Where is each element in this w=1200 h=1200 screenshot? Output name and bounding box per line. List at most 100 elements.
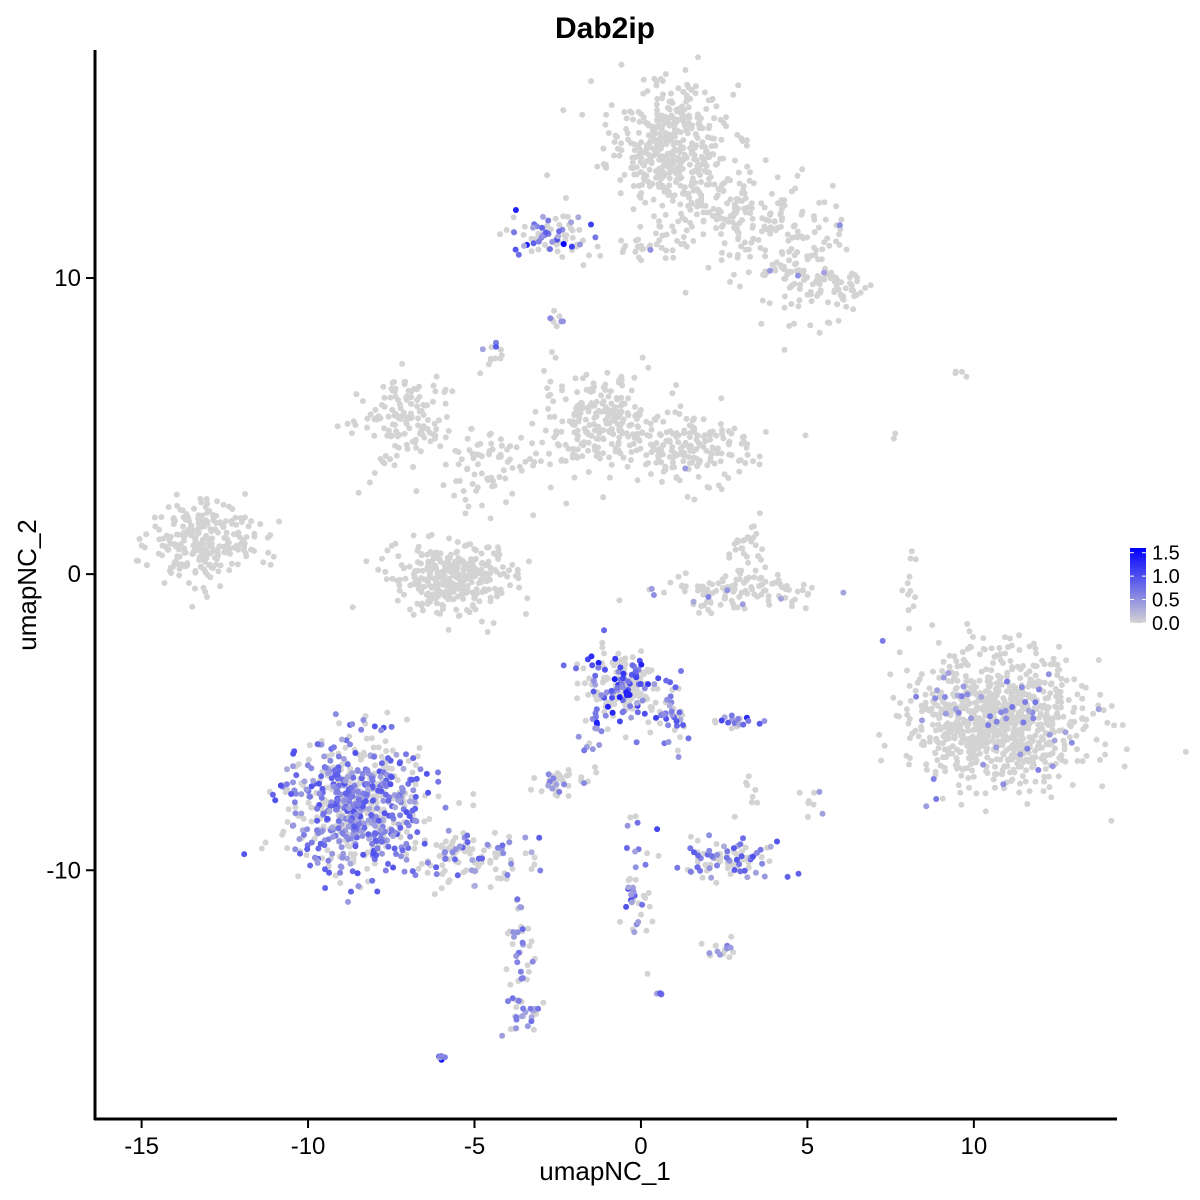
- data-point: [639, 697, 646, 704]
- data-point: [1016, 632, 1023, 639]
- data-point: [733, 856, 740, 863]
- data-point: [515, 997, 522, 1004]
- data-point: [470, 791, 477, 797]
- data-point: [825, 299, 831, 306]
- data-point: [629, 654, 636, 661]
- data-point: [617, 664, 624, 671]
- data-point: [171, 559, 178, 566]
- data-point: [412, 436, 419, 443]
- data-point: [179, 532, 186, 539]
- data-point: [669, 247, 676, 254]
- data-point: [507, 582, 513, 589]
- data-point: [414, 600, 421, 607]
- data-point: [1009, 776, 1016, 783]
- data-point: [393, 452, 400, 459]
- data-point: [365, 831, 372, 838]
- data-point: [389, 387, 396, 394]
- data-point: [1049, 763, 1056, 770]
- data-point: [625, 395, 632, 402]
- data-point: [721, 843, 727, 850]
- data-point: [308, 818, 315, 825]
- data-point: [708, 874, 715, 881]
- data-point: [162, 543, 169, 550]
- data-point: [547, 315, 554, 322]
- data-point: [314, 860, 321, 866]
- data-point: [740, 537, 746, 544]
- data-point: [811, 216, 818, 223]
- data-point: [767, 230, 774, 237]
- data-point: [579, 111, 586, 118]
- data-point: [232, 514, 239, 521]
- data-point: [560, 213, 567, 220]
- data-point: [541, 241, 548, 248]
- data-point: [730, 845, 737, 852]
- data-point: [379, 555, 385, 562]
- data-point: [204, 594, 210, 600]
- data-point: [202, 520, 209, 527]
- data-point: [403, 819, 410, 826]
- data-point: [427, 571, 433, 578]
- data-point: [631, 404, 638, 410]
- data-point: [684, 493, 691, 500]
- data-point: [759, 581, 766, 588]
- data-point: [769, 580, 776, 587]
- data-point: [929, 622, 936, 629]
- data-point: [613, 395, 620, 401]
- data-point: [492, 585, 498, 592]
- data-point: [645, 460, 651, 466]
- data-point: [1041, 778, 1048, 785]
- data-point: [933, 737, 940, 744]
- data-point: [698, 192, 705, 199]
- data-point: [450, 561, 457, 568]
- data-point: [360, 717, 367, 723]
- data-point: [292, 790, 299, 797]
- data-point: [736, 180, 743, 187]
- data-point: [454, 585, 461, 592]
- data-point: [626, 422, 633, 429]
- data-point: [955, 725, 962, 731]
- data-point: [401, 430, 408, 437]
- data-point: [767, 211, 774, 218]
- data-point: [641, 685, 648, 692]
- data-point: [696, 125, 703, 131]
- data-point: [217, 583, 224, 590]
- data-point: [539, 439, 546, 446]
- data-point: [698, 197, 705, 204]
- data-point: [653, 174, 660, 181]
- data-point: [720, 188, 727, 195]
- data-point: [619, 430, 626, 437]
- data-point: [678, 450, 685, 457]
- data-point: [609, 426, 615, 433]
- data-point: [454, 593, 461, 600]
- data-point: [662, 255, 669, 262]
- data-point: [197, 495, 204, 502]
- data-point: [564, 213, 571, 220]
- data-point: [767, 843, 774, 850]
- data-point: [363, 558, 370, 565]
- data-point: [322, 866, 328, 873]
- data-point: [382, 791, 389, 798]
- data-point: [1046, 741, 1053, 748]
- data-point: [397, 824, 404, 831]
- data-point: [926, 685, 933, 692]
- data-point: [669, 100, 676, 106]
- data-point: [533, 450, 539, 457]
- data-point: [406, 425, 413, 432]
- data-point: [350, 855, 357, 862]
- data-point: [603, 111, 610, 118]
- data-point: [545, 782, 552, 789]
- data-point: [519, 926, 526, 933]
- data-point: [675, 116, 681, 123]
- data-point: [518, 904, 525, 911]
- data-point: [447, 551, 454, 558]
- data-point: [697, 458, 703, 464]
- data-point: [1023, 767, 1029, 774]
- data-point: [509, 465, 516, 471]
- data-point: [717, 458, 724, 465]
- data-point: [878, 757, 885, 764]
- data-point: [914, 679, 921, 686]
- data-point: [545, 393, 552, 399]
- data-point: [713, 432, 720, 439]
- data-point: [700, 218, 707, 225]
- data-point: [465, 560, 472, 567]
